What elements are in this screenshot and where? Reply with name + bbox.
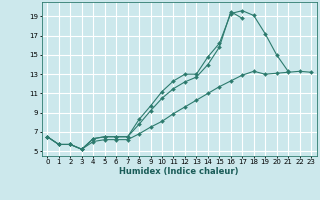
X-axis label: Humidex (Indice chaleur): Humidex (Indice chaleur) <box>119 167 239 176</box>
